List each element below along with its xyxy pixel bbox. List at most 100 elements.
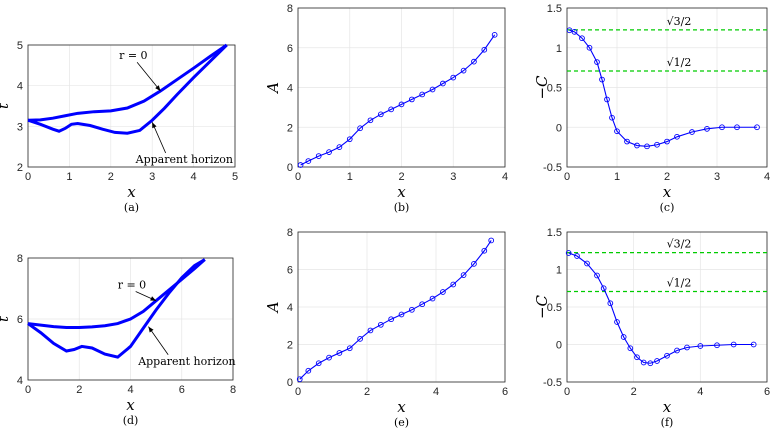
data-point [604, 96, 610, 103]
y-axis-label: A [264, 301, 282, 314]
data-point [719, 124, 725, 131]
data-point [296, 376, 303, 383]
data-point [634, 142, 640, 149]
x-tick-label: 4 [433, 386, 439, 398]
annotation-arrowhead [148, 326, 154, 333]
x-tick-label: 0 [25, 384, 31, 396]
y-axis-label: A [264, 82, 282, 95]
data-series-line [300, 34, 496, 166]
data-point [566, 27, 573, 34]
y-tick-label: 8 [17, 253, 23, 265]
data-point [460, 67, 467, 74]
data-point [664, 352, 670, 359]
plot-frame [566, 231, 768, 383]
data-point [388, 106, 395, 113]
y-axis-label: t [0, 102, 12, 109]
x-tick-label: 0 [295, 171, 301, 183]
data-point [579, 35, 585, 42]
y-tick-label: 0 [287, 377, 293, 389]
data-point [367, 117, 374, 124]
data-series-line [27, 258, 206, 359]
data-point [357, 125, 363, 132]
x-axis-label: x [126, 396, 135, 414]
x-tick-label: 6 [502, 386, 508, 398]
data-point [565, 250, 572, 256]
y-tick-label: 8 [287, 3, 293, 15]
data-point [614, 128, 620, 135]
data-point [326, 354, 332, 361]
panel-caption: (d) [123, 414, 139, 427]
data-point [346, 345, 353, 352]
x-tick-label: 1 [614, 171, 620, 183]
data-point [398, 101, 405, 108]
x-tick-label: 6 [179, 384, 185, 396]
data-point [409, 306, 415, 313]
x-tick-label: 4 [764, 171, 770, 183]
y-tick-label: 0.5 [547, 302, 562, 314]
data-point [346, 136, 353, 143]
x-tick-label: 4 [127, 384, 133, 396]
data-point [388, 316, 395, 323]
data-point [574, 253, 580, 259]
plot-frame [27, 44, 236, 168]
panel-caption: (e) [394, 416, 409, 429]
annotation-arrowhead [152, 122, 157, 129]
y-tick-label: 4 [287, 302, 293, 314]
data-point [460, 272, 467, 278]
panel-f: 0 2 4 6-0.500.511.5√3/2√1/2x−C(f) [533, 227, 770, 429]
data-point [315, 360, 322, 367]
data-point [491, 31, 498, 38]
y-tick-label: 4 [17, 81, 23, 93]
data-series-line [27, 258, 206, 330]
y-tick-label: 6 [287, 43, 293, 55]
data-point [471, 261, 477, 267]
x-tick-label: 3 [149, 171, 155, 183]
panel-d: 0 2 4 6 8 4 6 8 r = 0 Apparent horizon x t (d) [0, 253, 236, 427]
x-axis-label: x [397, 398, 406, 416]
data-point [654, 358, 660, 364]
y-tick-label: 1 [556, 43, 562, 55]
x-axis-label: x [663, 183, 672, 201]
x-tick-label: 2 [664, 171, 670, 183]
data-point [599, 76, 605, 83]
data-point [305, 158, 312, 164]
panel-caption: (c) [660, 201, 675, 214]
panel-caption: (b) [394, 201, 410, 214]
data-point [326, 149, 332, 155]
reference-line-label: √1/2 [667, 276, 692, 289]
data-point [734, 124, 740, 131]
data-point [674, 133, 680, 140]
y-tick-label: -0.5 [543, 377, 562, 389]
data-point [419, 91, 426, 98]
data-point [750, 341, 757, 348]
y-tick-label: 6 [17, 314, 23, 326]
y-tick-label: 4 [287, 83, 293, 95]
data-series-line [299, 240, 492, 380]
annotation-label: Apparent horizon [137, 355, 235, 368]
data-point [398, 311, 405, 318]
data-point [336, 144, 343, 150]
y-tick-label: 0 [556, 340, 562, 352]
y-tick-label: 0.5 [547, 83, 562, 95]
data-point [647, 360, 654, 367]
data-point [674, 347, 680, 354]
y-axis-label: −C [533, 294, 551, 319]
data-point [714, 342, 720, 349]
y-axis-label: −C [533, 75, 551, 100]
x-tick-label: 0 [564, 386, 570, 398]
data-point [640, 359, 647, 366]
data-point [481, 247, 488, 254]
data-point [620, 334, 627, 340]
y-tick-label: 2 [17, 162, 23, 174]
panel-caption: (a) [124, 201, 139, 214]
data-point [634, 354, 640, 361]
y-tick-label: 8 [287, 227, 293, 239]
y-tick-label: 0 [556, 122, 562, 134]
data-point [305, 367, 312, 374]
y-tick-label: 1.5 [547, 227, 562, 239]
data-point [450, 281, 457, 288]
data-point [664, 138, 670, 145]
x-tick-label: 2 [364, 386, 370, 398]
data-point [571, 29, 578, 35]
